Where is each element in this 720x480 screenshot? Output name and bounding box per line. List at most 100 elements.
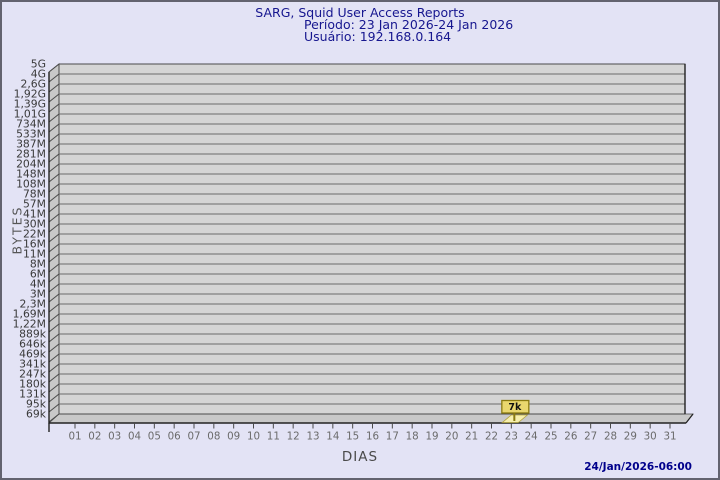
y-tick-label: 281M bbox=[16, 148, 46, 161]
x-tick-label: 28 bbox=[604, 431, 617, 443]
y-tick bbox=[48, 303, 60, 313]
y-tick bbox=[48, 253, 60, 263]
y-tick-label: 734M bbox=[16, 118, 46, 131]
x-tick-label: 03 bbox=[108, 431, 121, 443]
report-title: SARG, Squid User Access Reports bbox=[255, 5, 465, 20]
x-tick-label: 30 bbox=[644, 431, 657, 443]
x-tick-label: 05 bbox=[148, 431, 161, 443]
x-tick-label: 21 bbox=[465, 431, 478, 443]
y-tick bbox=[48, 173, 60, 183]
x-tick-label: 08 bbox=[207, 431, 220, 443]
report-period: Período: 23 Jan 2026-24 Jan 2026 bbox=[304, 17, 514, 32]
y-tick bbox=[48, 293, 60, 303]
y-tick bbox=[48, 103, 60, 113]
y-tick bbox=[48, 83, 60, 93]
x-tick-label: 14 bbox=[326, 431, 339, 443]
x-tick-label: 18 bbox=[406, 431, 419, 443]
bar-value-annotation bbox=[501, 399, 530, 414]
y-tick bbox=[48, 183, 60, 193]
y-tick bbox=[48, 353, 60, 363]
x-tick-label: 09 bbox=[227, 431, 240, 443]
x-tick-label: 10 bbox=[247, 431, 260, 443]
chart-floor bbox=[47, 413, 694, 424]
y-tick bbox=[48, 393, 60, 403]
x-tick-label: 13 bbox=[306, 431, 319, 443]
y-tick-label: 469k bbox=[19, 348, 47, 361]
bar-value-label: 7k bbox=[508, 402, 522, 413]
y-tick-label: 5G bbox=[31, 58, 46, 71]
y-tick bbox=[48, 313, 60, 323]
x-tick-label: 07 bbox=[187, 431, 200, 443]
x-tick-label: 23 bbox=[505, 431, 518, 443]
y-tick-label: 4M bbox=[30, 278, 46, 291]
y-tick bbox=[48, 163, 60, 173]
x-tick-label: 19 bbox=[425, 431, 438, 443]
y-tick-label: 22M bbox=[23, 228, 46, 241]
y-tick-label: 16M bbox=[23, 238, 46, 251]
y-tick-label: 1,39G bbox=[14, 98, 46, 111]
y-tick bbox=[48, 193, 60, 203]
y-tick bbox=[48, 373, 60, 383]
y-tick-label: 204M bbox=[16, 158, 46, 171]
y-tick bbox=[48, 243, 60, 253]
x-tick-label: 25 bbox=[544, 431, 557, 443]
y-tick-label: 2,6G bbox=[20, 78, 46, 91]
y-tick bbox=[48, 233, 60, 243]
x-tick-label: 12 bbox=[287, 431, 300, 443]
x-tick-label: 02 bbox=[88, 431, 101, 443]
y-tick bbox=[48, 273, 60, 283]
report-user: Usuário: 192.168.0.164 bbox=[304, 29, 452, 44]
y-tick bbox=[48, 403, 60, 413]
y-tick-label: 11M bbox=[23, 248, 46, 261]
y-tick-label: 1,92G bbox=[14, 88, 46, 101]
floor-corner-edge bbox=[685, 413, 694, 424]
y-tick bbox=[48, 223, 60, 233]
y-tick-label: 387M bbox=[16, 138, 46, 151]
y-tick bbox=[48, 133, 60, 143]
y-tick-label: 247k bbox=[19, 368, 47, 381]
x-tick-label: 04 bbox=[128, 431, 141, 443]
y-tick-label: 646k bbox=[19, 338, 47, 351]
y-tick-label: 8M bbox=[30, 258, 46, 271]
x-tick-label: 22 bbox=[485, 431, 498, 443]
x-tick-label: 27 bbox=[584, 431, 597, 443]
y-tick-label: 2,3M bbox=[20, 298, 47, 311]
y-tick-label: 78M bbox=[23, 188, 46, 201]
chart-plot-area bbox=[58, 63, 686, 415]
x-tick-label: 01 bbox=[68, 431, 81, 443]
x-tick-label: 06 bbox=[168, 431, 181, 443]
y-axis-title: BYTES bbox=[9, 205, 25, 255]
y-tick-label: 131k bbox=[19, 388, 47, 401]
y-tick-label: 4G bbox=[31, 68, 46, 81]
y-tick bbox=[48, 73, 60, 83]
y-tick-label: 6M bbox=[30, 268, 46, 281]
y-tick-label: 148M bbox=[16, 168, 46, 181]
y-tick bbox=[48, 153, 60, 163]
x-axis-title: DIAS bbox=[341, 449, 379, 465]
y-tick-label: 533M bbox=[16, 128, 46, 141]
x-tick-label: 31 bbox=[663, 431, 676, 443]
y-tick-label: 341k bbox=[19, 358, 47, 371]
y-tick-label: 1,69M bbox=[13, 308, 46, 321]
y-tick bbox=[48, 203, 60, 213]
y-tick-label: 3M bbox=[30, 288, 46, 301]
y-tick-label: 180k bbox=[19, 378, 47, 391]
x-tick-label: 15 bbox=[346, 431, 359, 443]
x-tick-label: 11 bbox=[267, 431, 280, 443]
y-tick bbox=[48, 333, 60, 343]
y-tick-label: 57M bbox=[23, 198, 46, 211]
y-tick bbox=[48, 343, 60, 353]
x-tick-label: 16 bbox=[366, 431, 379, 443]
y-tick bbox=[48, 363, 60, 373]
y-tick bbox=[48, 213, 60, 223]
y-tick bbox=[48, 123, 60, 133]
y-tick-label: 95k bbox=[26, 398, 47, 411]
generation-timestamp: 24/Jan/2026-06:00 bbox=[584, 461, 692, 473]
x-tick-label: 17 bbox=[386, 431, 399, 443]
x-tick-label: 20 bbox=[445, 431, 458, 443]
y-tick bbox=[48, 383, 60, 393]
y-tick bbox=[48, 63, 60, 73]
y-tick-label: 1,22M bbox=[13, 318, 46, 331]
